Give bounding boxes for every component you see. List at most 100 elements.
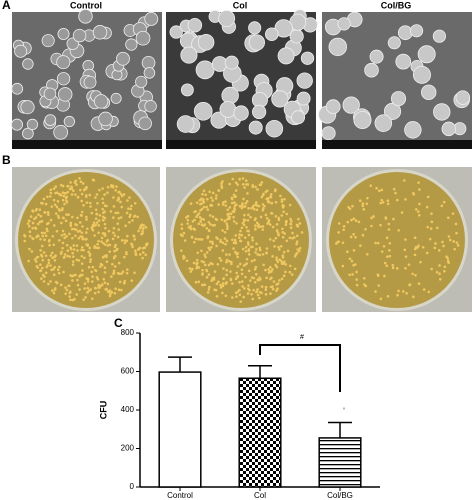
colony — [238, 288, 241, 292]
colony — [93, 286, 97, 290]
colony — [224, 204, 228, 207]
colony — [430, 212, 433, 215]
colony — [236, 183, 239, 186]
colony — [39, 214, 43, 218]
cell — [404, 121, 422, 139]
colony — [234, 250, 237, 254]
colony — [134, 249, 137, 253]
colony — [278, 258, 282, 261]
colony — [418, 188, 421, 191]
colony — [211, 262, 214, 266]
colony — [111, 184, 115, 188]
colony — [90, 297, 94, 300]
colony — [93, 291, 97, 295]
colony — [105, 260, 109, 263]
colony — [346, 250, 349, 254]
colony — [274, 200, 278, 204]
colony — [366, 196, 369, 200]
cell — [337, 17, 351, 31]
cell — [195, 60, 215, 80]
colony — [262, 207, 265, 210]
colony — [46, 229, 49, 233]
cell — [248, 34, 266, 51]
colony — [199, 209, 202, 212]
colony — [94, 217, 98, 221]
colony — [201, 268, 204, 272]
colony — [229, 270, 232, 273]
colony — [76, 249, 79, 252]
colony — [89, 258, 92, 261]
cell — [169, 25, 183, 39]
colony — [221, 180, 224, 183]
colony — [280, 260, 283, 263]
colony — [422, 288, 426, 291]
colony — [443, 265, 447, 269]
cell — [433, 103, 451, 121]
colony — [254, 228, 257, 231]
colony — [247, 213, 250, 217]
colony — [453, 247, 456, 251]
colony — [195, 201, 199, 205]
colony — [285, 212, 289, 216]
colony — [203, 223, 207, 226]
colony — [101, 187, 104, 190]
colony — [67, 213, 70, 217]
colony — [105, 204, 108, 208]
colony — [85, 277, 89, 280]
colony — [206, 208, 210, 211]
colony — [372, 215, 375, 218]
colony — [214, 197, 218, 200]
colony — [267, 201, 271, 204]
colony — [49, 280, 52, 283]
colony — [222, 201, 225, 204]
colony — [200, 249, 203, 253]
colony — [115, 185, 118, 188]
colony — [205, 205, 208, 209]
cell — [321, 126, 336, 141]
colony — [27, 224, 31, 228]
colony — [98, 214, 102, 217]
colony — [241, 247, 245, 251]
colony — [212, 278, 216, 281]
colony — [91, 229, 95, 232]
cell — [264, 27, 279, 42]
colony — [370, 216, 373, 220]
colony — [417, 181, 420, 184]
colony — [79, 213, 83, 217]
colony — [258, 296, 261, 300]
colony — [247, 243, 250, 246]
colony — [128, 215, 132, 219]
colony — [105, 255, 108, 259]
bar — [238, 377, 282, 488]
colony — [213, 270, 217, 273]
colony — [215, 244, 218, 248]
colony — [58, 239, 61, 242]
bar — [158, 371, 202, 488]
colony — [60, 250, 63, 254]
colony — [364, 284, 368, 288]
colony — [189, 270, 193, 273]
colony — [100, 263, 104, 267]
colony — [190, 236, 194, 239]
colony — [273, 189, 277, 193]
colony — [78, 177, 81, 180]
colony — [217, 280, 220, 284]
colony — [85, 243, 88, 246]
colony — [230, 197, 234, 201]
colony — [250, 276, 254, 279]
colony — [80, 246, 84, 249]
colony — [277, 245, 280, 249]
colony — [40, 219, 44, 223]
colony — [103, 216, 107, 220]
colony — [255, 248, 258, 251]
cell — [78, 9, 93, 24]
colony — [112, 269, 116, 273]
colony — [265, 251, 268, 255]
colony — [266, 196, 270, 200]
colony — [35, 264, 39, 268]
colony — [58, 265, 61, 269]
colony — [86, 227, 89, 231]
cell — [53, 124, 69, 140]
colony — [52, 291, 56, 295]
colony — [271, 287, 275, 291]
